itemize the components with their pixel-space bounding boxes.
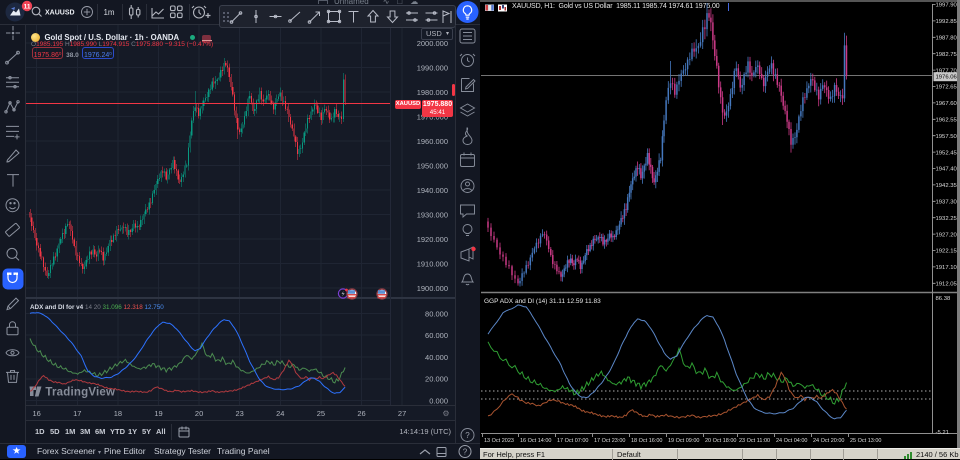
- svg-text:24: 24: [276, 409, 284, 418]
- svg-text:-5.21: -5.21: [936, 430, 949, 436]
- svg-text:2000.000: 2000.000: [417, 39, 448, 48]
- svg-text:18 Oct 16:00: 18 Oct 16:00: [631, 438, 663, 444]
- svg-text:0.000: 0.000: [429, 396, 448, 405]
- svg-text:19: 19: [154, 409, 162, 418]
- svg-text:19 Oct 09:00: 19 Oct 09:00: [668, 438, 700, 444]
- svg-text:1940.000: 1940.000: [417, 186, 448, 195]
- svg-text:1962.55: 1962.55: [936, 117, 958, 123]
- svg-text:1972.65: 1972.65: [936, 85, 958, 91]
- svg-text:1932.25: 1932.25: [936, 216, 958, 222]
- svg-text:1987.80: 1987.80: [936, 35, 958, 41]
- svg-text:25: 25: [317, 409, 325, 418]
- svg-text:1990.000: 1990.000: [417, 63, 448, 72]
- svg-text:1930.000: 1930.000: [417, 210, 448, 219]
- svg-text:1982.75: 1982.75: [936, 52, 958, 58]
- svg-text:XAUUSD: XAUUSD: [45, 10, 75, 17]
- svg-text:20 Oct 18:00: 20 Oct 18:00: [705, 438, 737, 444]
- svg-text:1980.000: 1980.000: [417, 88, 448, 97]
- svg-text:1910.000: 1910.000: [417, 259, 448, 268]
- svg-text:24 Oct 20:00: 24 Oct 20:00: [813, 438, 845, 444]
- svg-text:1970.000: 1970.000: [417, 112, 448, 121]
- svg-text:1m: 1m: [103, 8, 114, 17]
- svg-text:1920.000: 1920.000: [417, 235, 448, 244]
- svg-text:80.000: 80.000: [425, 309, 448, 318]
- svg-text:26: 26: [357, 409, 365, 418]
- svg-text:16: 16: [33, 409, 41, 418]
- svg-text:1937.30: 1937.30: [936, 199, 958, 205]
- svg-text:1922.15: 1922.15: [936, 249, 958, 255]
- svg-text:1950.000: 1950.000: [417, 161, 448, 170]
- svg-text:1976.06: 1976.06: [936, 75, 958, 81]
- svg-text:1977.70: 1977.70: [936, 68, 958, 74]
- svg-text:1912.05: 1912.05: [936, 281, 958, 287]
- svg-text:1960.000: 1960.000: [417, 137, 448, 146]
- svg-text:16 Oct 14:00: 16 Oct 14:00: [520, 438, 552, 444]
- svg-text:23: 23: [236, 409, 244, 418]
- svg-text:60.000: 60.000: [425, 331, 448, 340]
- svg-text:17 Oct 07:00: 17 Oct 07:00: [557, 438, 589, 444]
- svg-text:?: ?: [465, 431, 470, 440]
- svg-text:1992.85: 1992.85: [936, 19, 958, 25]
- svg-text:20.000: 20.000: [425, 375, 448, 384]
- svg-text:1900.000: 1900.000: [417, 284, 448, 293]
- svg-text:1927.20: 1927.20: [936, 232, 958, 238]
- svg-text:1997.90: 1997.90: [936, 3, 958, 9]
- svg-text:18: 18: [114, 409, 122, 418]
- svg-text:11: 11: [24, 4, 31, 11]
- svg-text:?: ?: [463, 448, 468, 457]
- svg-text:1952.45: 1952.45: [936, 150, 958, 156]
- svg-text:86.38: 86.38: [936, 296, 951, 302]
- svg-text:20: 20: [195, 409, 203, 418]
- svg-text:27: 27: [398, 409, 406, 418]
- svg-text:17: 17: [73, 409, 81, 418]
- svg-text:1917.10: 1917.10: [936, 265, 958, 271]
- svg-text:13 Oct 2023: 13 Oct 2023: [484, 438, 514, 444]
- svg-text:1957.50: 1957.50: [936, 134, 958, 140]
- svg-text:17 Oct 23:00: 17 Oct 23:00: [594, 438, 626, 444]
- svg-text:24 Oct 04:00: 24 Oct 04:00: [776, 438, 808, 444]
- svg-text:1967.60: 1967.60: [936, 101, 958, 107]
- svg-text:GGP ADX and DI (14) 31.11 12.5: GGP ADX and DI (14) 31.11 12.59 11.83: [484, 298, 601, 305]
- svg-text:1942.35: 1942.35: [936, 183, 958, 189]
- svg-text:23 Oct 11:00: 23 Oct 11:00: [739, 438, 770, 444]
- svg-text:⚙: ⚙: [442, 409, 449, 418]
- svg-text:40.000: 40.000: [425, 353, 448, 362]
- svg-text:25 Oct 13:00: 25 Oct 13:00: [850, 438, 882, 444]
- svg-text:1947.40: 1947.40: [936, 167, 958, 173]
